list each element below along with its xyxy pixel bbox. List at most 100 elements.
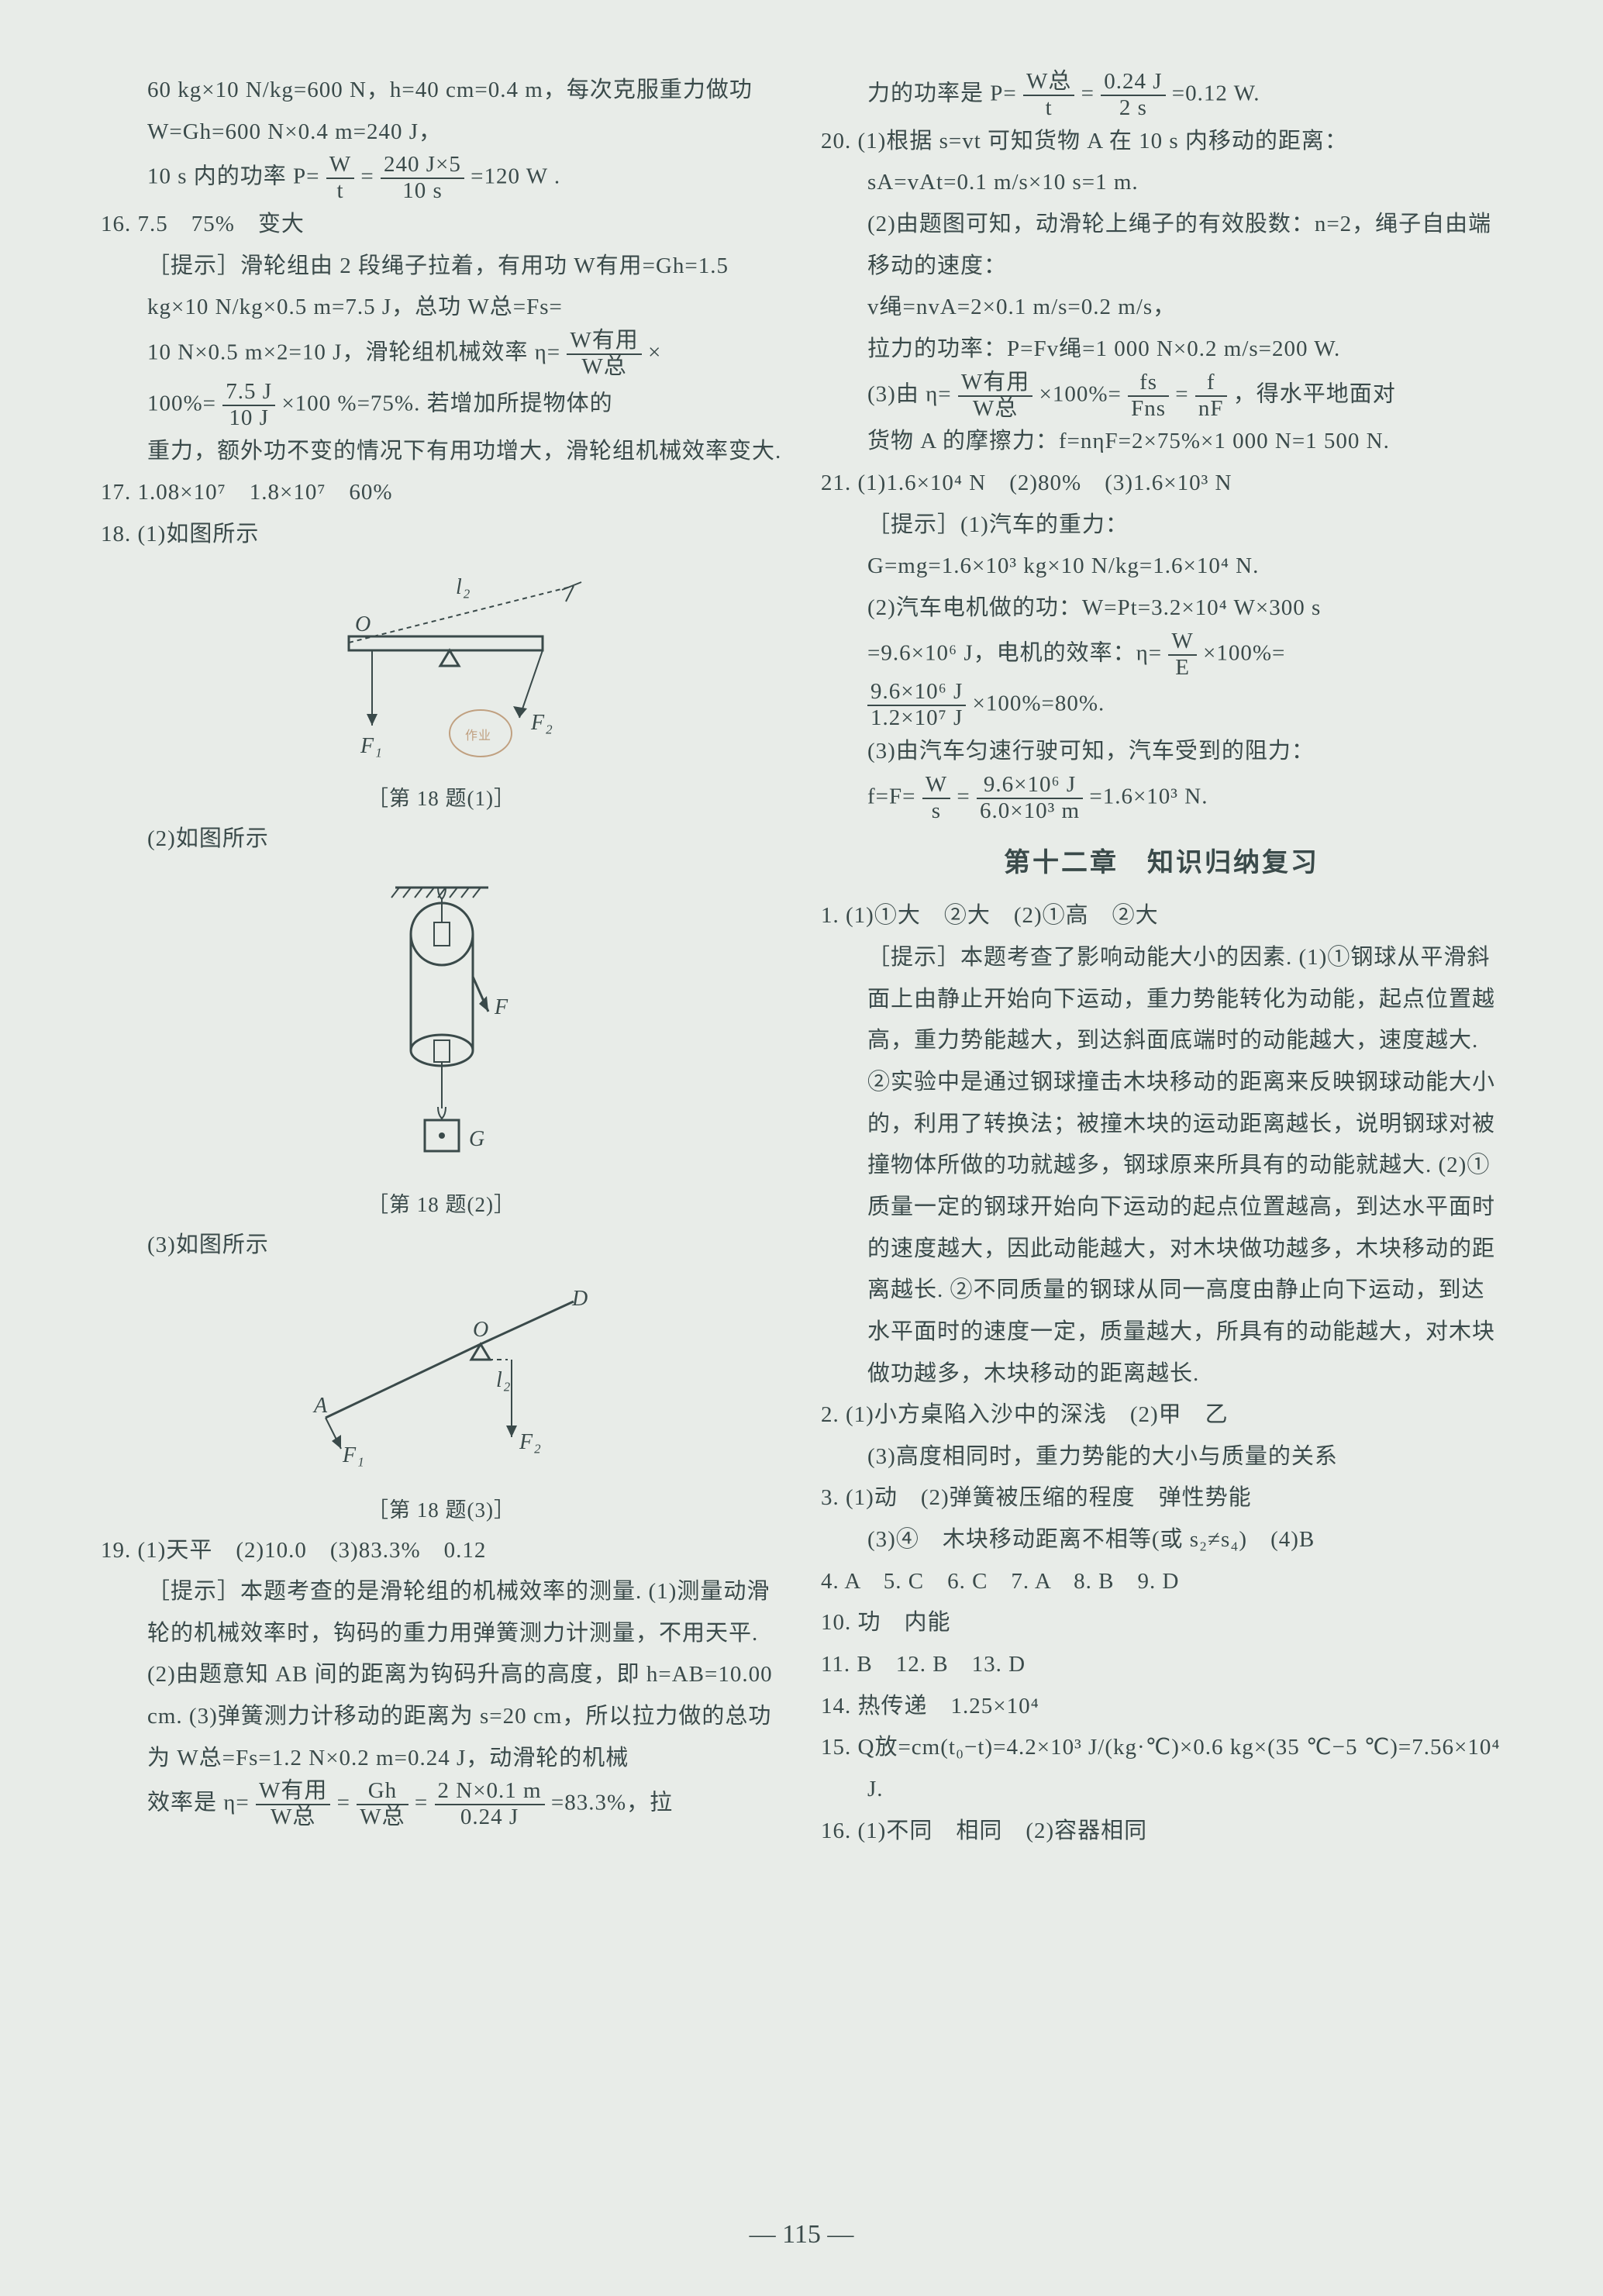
- text: 2 N×0.1 m: [435, 1779, 545, 1805]
- r3b: (3)④ 木块移动距离不相等(或 s₂≠s₄) (4)B: [821, 1519, 1502, 1561]
- r2b: (3)高度相同时，重力势能的大小与质量的关系: [821, 1436, 1502, 1478]
- text: fs: [1128, 371, 1169, 397]
- text: (3)高度相同时，重力势能的大小与质量的关系: [867, 1444, 1338, 1469]
- text: =: [1081, 81, 1095, 106]
- text: ［提示］滑轮组由 2 段绳子拉着，有用功 W有用=Gh=1.5 kg×10 N/…: [147, 253, 729, 320]
- text: W总: [357, 1805, 408, 1830]
- text: (3)④ 木块移动距离不相等(或 s₂≠s₄) (4)B: [867, 1527, 1315, 1552]
- right-column: 力的功率是 P= W总t = 0.24 J2 s =0.12 W. 20. (1…: [821, 70, 1502, 1852]
- text: =: [360, 164, 374, 189]
- q15-power: 10 s 内的功率 P= Wt = 240 J×510 s =120 W .: [101, 153, 782, 204]
- text: 7.5 J: [222, 380, 275, 406]
- text: 6.0×10³ m: [977, 799, 1083, 824]
- text: (3)由汽车匀速行驶可知，汽车受到的阻力：: [867, 739, 1315, 764]
- figure-18-3: O D A l₂ F₁ F₂: [101, 1282, 782, 1476]
- text: s: [922, 799, 950, 824]
- text: =1.6×10³ N.: [1089, 784, 1208, 808]
- q19-cont: 力的功率是 P= W总t = 0.24 J2 s =0.12 W.: [821, 70, 1502, 121]
- text: 0.24 J: [1101, 70, 1165, 96]
- r11: 11. B 12. B 13. D: [821, 1644, 1502, 1686]
- text: W: [922, 773, 950, 799]
- svg-text:O: O: [355, 612, 371, 636]
- q20-3b: 货物 A 的摩擦力：f=nηF=2×75%×1 000 N=1 500 N.: [821, 421, 1502, 463]
- text: (3)由 η=: [867, 381, 952, 406]
- q19-hint2: 效率是 η= W有用W总 = GhW总 = 2 N×0.1 m0.24 J =8…: [101, 1779, 782, 1830]
- text: W总: [1023, 70, 1074, 96]
- q17: 17. 1.08×10⁷ 1.8×10⁷ 60%: [101, 472, 782, 514]
- q21-h2: G=mg=1.6×10³ kg×10 N/kg=1.6×10⁴ N.: [821, 546, 1502, 588]
- text: 19. (1)天平 (2)10.0 (3)83.3% 0.12: [101, 1538, 486, 1563]
- q20-3: (3)由 η= W有用W总 ×100%= fsFns = fnF ，得水平地面对: [821, 371, 1502, 422]
- text: 2. (1)小方桌陷入沙中的深浅 (2)甲 乙: [821, 1402, 1229, 1427]
- svg-text:G: G: [469, 1127, 485, 1151]
- q19-hint1: ［提示］本题考查的是滑轮组的机械效率的测量. (1)测量动滑轮的机械效率时，钩码…: [101, 1571, 782, 1779]
- text: ［第 18 题(1)］: [367, 787, 515, 810]
- text: G=mg=1.6×10³ kg×10 N/kg=1.6×10⁴ N.: [867, 553, 1259, 578]
- fraction: 2 N×0.1 m0.24 J: [435, 1779, 545, 1830]
- text: 10 J: [222, 406, 275, 431]
- text: E: [1168, 656, 1196, 681]
- text: (2)如图所示: [147, 826, 269, 851]
- text: =: [337, 1791, 350, 1815]
- text: ×100%=: [1203, 640, 1285, 665]
- q16-hint1: ［提示］滑轮组由 2 段绳子拉着，有用功 W有用=Gh=1.5 kg×10 N/…: [101, 246, 782, 329]
- text: ［提示］(1)汽车的重力：: [867, 512, 1129, 537]
- q21: 21. (1)1.6×10⁴ N (2)80% (3)1.6×10³ N: [821, 463, 1502, 505]
- q21-h5: 9.6×10⁶ J1.2×10⁷ J ×100%=80%.: [821, 680, 1502, 731]
- text: t: [326, 179, 354, 204]
- q16: 16. 7.5 75% 变大: [101, 204, 782, 246]
- text: f: [1195, 371, 1227, 397]
- q21-h6: (3)由汽车匀速行驶可知，汽车受到的阻力：: [821, 731, 1502, 773]
- q20-1b: sA=vAt=0.1 m/s×10 s=1 m.: [821, 162, 1502, 204]
- text: f=F=: [867, 784, 916, 808]
- text: W总: [256, 1805, 330, 1830]
- text: W: [326, 153, 354, 179]
- text: 10 s: [381, 179, 464, 204]
- q20-2a: (2)由题图可知，动滑轮上绳子的有效股数：n=2，绳子自由端移动的速度：: [821, 204, 1502, 287]
- fraction: 240 J×510 s: [381, 153, 464, 204]
- q15-cont: 60 kg×10 N/kg=600 N，h=40 cm=0.4 m，每次克服重力…: [101, 70, 782, 153]
- svg-text:l₂: l₂: [496, 1368, 512, 1392]
- text: 21. (1)1.6×10⁴ N (2)80% (3)1.6×10³ N: [821, 471, 1232, 495]
- r2: 2. (1)小方桌陷入沙中的深浅 (2)甲 乙: [821, 1394, 1502, 1436]
- r15: 15. Q放=cm(t₀−t)=4.2×10³ J/(kg·℃)×0.6 kg×…: [821, 1727, 1502, 1810]
- text: 100%=: [147, 391, 216, 415]
- fraction: 7.5 J10 J: [222, 380, 275, 431]
- text: 16. (1)不同 相同 (2)容器相同: [821, 1819, 1147, 1843]
- fraction: fnF: [1195, 371, 1227, 422]
- text: ［提示］本题考查的是滑轮组的机械效率的测量. (1)测量动滑轮的机械效率时，钩码…: [147, 1579, 773, 1770]
- text: 10. 功 内能: [821, 1610, 951, 1635]
- fraction: W有用W总: [567, 329, 641, 380]
- r3: 3. (1)动 (2)弹簧被压缩的程度 弹性势能: [821, 1477, 1502, 1519]
- text: 10 N×0.5 m×2=10 J，滑轮组机械效率 η=: [147, 340, 560, 365]
- text: =83.3%，拉: [551, 1791, 673, 1815]
- text: t: [1023, 96, 1074, 121]
- text: ［提示］本题考查了影响动能大小的因素. (1)①钢球从平滑斜面上由静止开始向下运…: [867, 945, 1495, 1385]
- r1-hint: ［提示］本题考查了影响动能大小的因素. (1)①钢球从平滑斜面上由静止开始向下运…: [821, 937, 1502, 1394]
- r16: 16. (1)不同 相同 (2)容器相同: [821, 1811, 1502, 1853]
- text: W有用: [958, 371, 1032, 397]
- text: ［第 18 题(2)］: [367, 1193, 515, 1216]
- left-column: 60 kg×10 N/kg=600 N，h=40 cm=0.4 m，每次克服重力…: [101, 70, 782, 1852]
- fraction: 9.6×10⁶ J6.0×10³ m: [977, 773, 1083, 824]
- q16-hint4: 重力，额外功不变的情况下有用功增大，滑轮组机械效率变大.: [101, 431, 782, 473]
- text: 0.24 J: [435, 1805, 545, 1830]
- text: 力的功率是 P=: [867, 81, 1017, 106]
- text: =: [957, 784, 970, 808]
- fig18-1-caption: ［第 18 题(1)］: [101, 780, 782, 819]
- text: 16. 7.5 75% 变大: [101, 212, 305, 236]
- text: W总: [567, 355, 641, 380]
- text: 15. Q放=cm(t₀−t)=4.2×10³ J/(kg·℃)×0.6 kg×…: [821, 1735, 1501, 1801]
- text: =9.6×10⁶ J，电机的效率：η=: [867, 640, 1162, 665]
- fraction: W有用W总: [958, 371, 1032, 422]
- r10: 10. 功 内能: [821, 1602, 1502, 1644]
- q16-hint2: 10 N×0.5 m×2=10 J，滑轮组机械效率 η= W有用W总 ×: [101, 329, 782, 380]
- text: 2 s: [1101, 96, 1165, 121]
- svg-text:D: D: [571, 1287, 588, 1311]
- text: 拉力的功率：P=Fv绳=1 000 N×0.2 m/s=200 W.: [867, 336, 1340, 361]
- svg-text:作业: 作业: [465, 729, 491, 743]
- q21-h1: ［提示］(1)汽车的重力：: [821, 505, 1502, 546]
- q20-2c: 拉力的功率：P=Fv绳=1 000 N×0.2 m/s=200 W.: [821, 329, 1502, 371]
- figure-18-1: l₂ O F₂ F₁ 作业: [101, 571, 782, 764]
- text: 240 J×5: [381, 153, 464, 179]
